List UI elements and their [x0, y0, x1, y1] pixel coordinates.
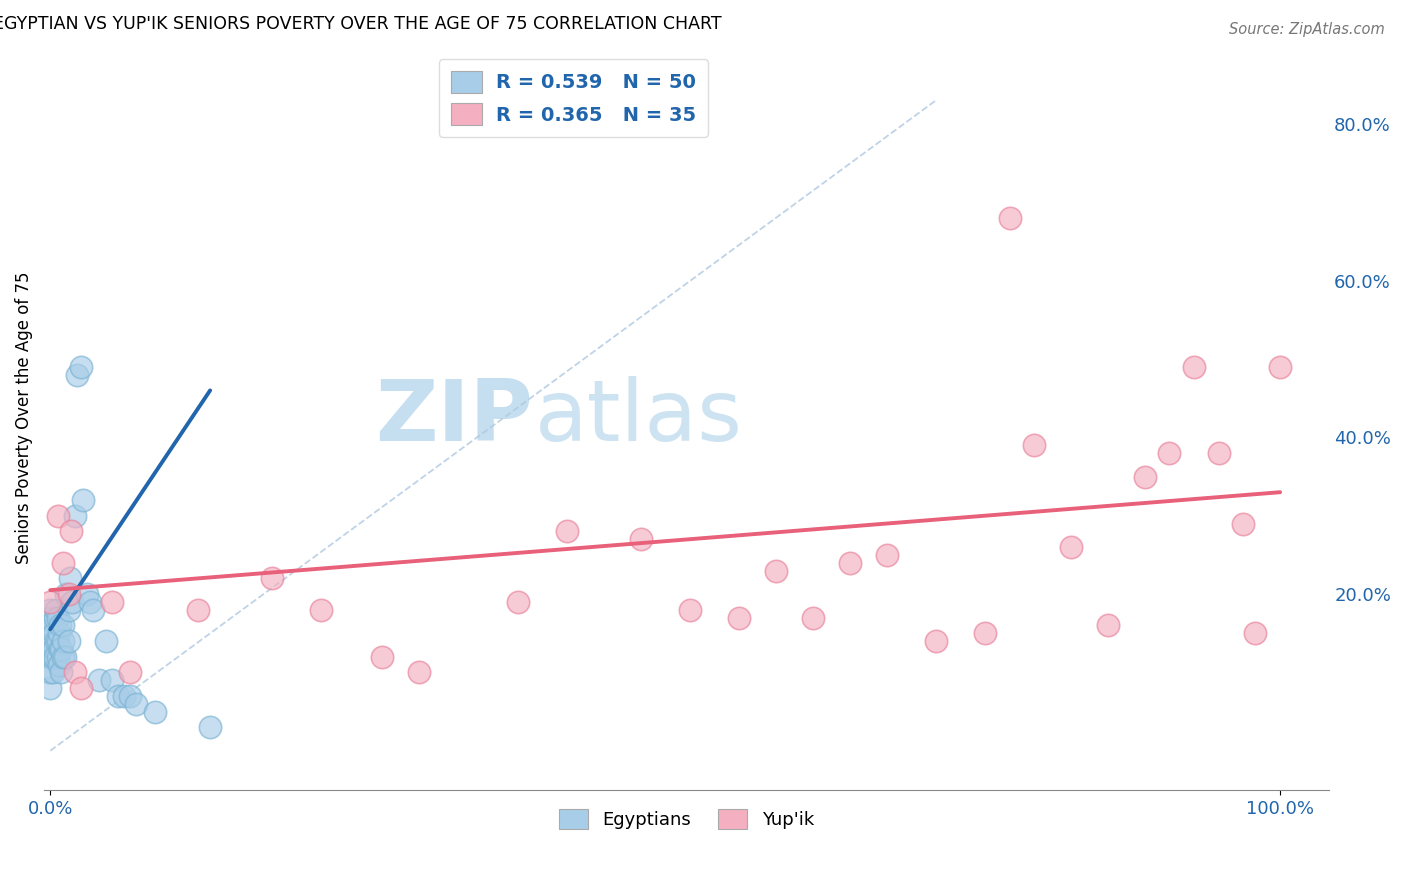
- Point: [82, 603, 104, 617]
- Point: [876, 548, 898, 562]
- Point: [46, 649, 69, 664]
- Point: [66, 368, 89, 382]
- Point: [309, 603, 332, 617]
- Point: [39, 665, 62, 680]
- Point: [58, 587, 80, 601]
- Point: [1022, 438, 1045, 452]
- Point: [44, 610, 66, 624]
- Point: [39, 610, 62, 624]
- Point: [120, 689, 142, 703]
- Point: [39, 595, 62, 609]
- Point: [1268, 359, 1291, 374]
- Point: [60, 595, 83, 609]
- Y-axis label: Seniors Poverty Over the Age of 75: Seniors Poverty Over the Age of 75: [15, 271, 32, 564]
- Point: [187, 603, 209, 617]
- Point: [45, 603, 67, 617]
- Point: [679, 603, 702, 617]
- Point: [39, 626, 62, 640]
- Point: [41, 665, 63, 680]
- Point: [1232, 516, 1254, 531]
- Point: [60, 524, 83, 539]
- Point: [39, 681, 62, 695]
- Point: [100, 673, 122, 688]
- Point: [58, 603, 80, 617]
- Point: [70, 681, 93, 695]
- Point: [506, 595, 529, 609]
- Point: [51, 649, 73, 664]
- Point: [59, 571, 82, 585]
- Point: [49, 618, 72, 632]
- Point: [371, 649, 394, 664]
- Point: [112, 689, 135, 703]
- Point: [198, 720, 221, 734]
- Point: [728, 610, 751, 624]
- Point: [408, 665, 430, 680]
- Point: [120, 665, 142, 680]
- Point: [1060, 540, 1083, 554]
- Point: [94, 634, 117, 648]
- Point: [42, 626, 65, 640]
- Point: [42, 641, 65, 656]
- Text: Source: ZipAtlas.com: Source: ZipAtlas.com: [1229, 22, 1385, 37]
- Text: atlas: atlas: [536, 376, 742, 459]
- Point: [51, 618, 73, 632]
- Point: [39, 634, 62, 648]
- Point: [45, 634, 67, 648]
- Point: [1097, 618, 1119, 632]
- Point: [925, 634, 948, 648]
- Point: [39, 649, 62, 664]
- Point: [1208, 446, 1230, 460]
- Point: [100, 595, 122, 609]
- Point: [70, 359, 93, 374]
- Legend: Egyptians, Yup'ik: Egyptians, Yup'ik: [553, 801, 821, 837]
- Point: [49, 641, 72, 656]
- Point: [72, 493, 94, 508]
- Point: [1159, 446, 1181, 460]
- Point: [1133, 469, 1156, 483]
- Point: [1244, 626, 1267, 640]
- Point: [998, 211, 1021, 225]
- Point: [76, 587, 98, 601]
- Point: [125, 697, 148, 711]
- Point: [41, 649, 63, 664]
- Point: [838, 556, 860, 570]
- Point: [89, 673, 111, 688]
- Point: [55, 587, 77, 601]
- Point: [39, 618, 62, 632]
- Point: [63, 508, 86, 523]
- Point: [48, 657, 70, 672]
- Point: [143, 705, 166, 719]
- Point: [58, 634, 80, 648]
- Point: [1182, 359, 1205, 374]
- Point: [46, 634, 69, 648]
- Point: [630, 533, 652, 547]
- Point: [46, 508, 69, 523]
- Point: [63, 665, 86, 680]
- Text: EGYPTIAN VS YUP'IK SENIORS POVERTY OVER THE AGE OF 75 CORRELATION CHART: EGYPTIAN VS YUP'IK SENIORS POVERTY OVER …: [0, 15, 721, 33]
- Point: [51, 641, 73, 656]
- Point: [79, 595, 101, 609]
- Point: [48, 626, 70, 640]
- Point: [53, 649, 76, 664]
- Point: [555, 524, 578, 539]
- Point: [260, 571, 283, 585]
- Point: [46, 610, 69, 624]
- Point: [51, 556, 73, 570]
- Point: [39, 603, 62, 617]
- Point: [974, 626, 997, 640]
- Point: [51, 665, 73, 680]
- Point: [765, 564, 787, 578]
- Point: [107, 689, 129, 703]
- Point: [51, 634, 73, 648]
- Point: [801, 610, 824, 624]
- Text: ZIP: ZIP: [375, 376, 533, 459]
- Point: [44, 649, 66, 664]
